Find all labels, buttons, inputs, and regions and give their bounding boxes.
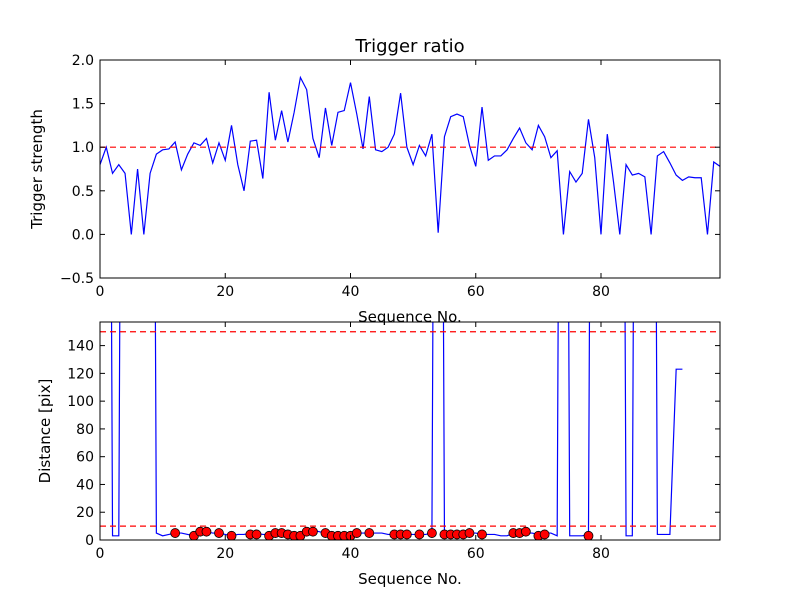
trigger-ratio-plot: Trigger ratio 0 20 40 60 80 −0.5 0.0 0.5 1.0 1.5 2… <box>28 36 721 326</box>
top-series-line <box>100 75 720 235</box>
top-xtick-label: 80 <box>592 284 610 300</box>
bottom-ytick-label: 80 <box>76 422 94 438</box>
bottom-marker <box>226 530 237 540</box>
bottom-marker <box>201 526 212 537</box>
chart-title: Trigger ratio <box>354 36 464 57</box>
top-xtick-label: 40 <box>342 284 360 300</box>
distance-plot: 0 20 40 60 80 0 20 40 60 80 100 120 140 Distance [pi… <box>36 321 721 588</box>
top-ytick-label: 1.5 <box>72 97 94 113</box>
top-ytick-label: 2.0 <box>72 53 94 69</box>
bottom-marker <box>251 529 262 540</box>
bottom-xtick-label: 80 <box>592 546 610 562</box>
top-ytick-label: −0.5 <box>60 271 94 287</box>
bottom-marker <box>351 528 362 538</box>
bottom-ylabel: Distance [pix] <box>36 379 54 484</box>
top-xtick-label: 20 <box>216 284 234 300</box>
bottom-marker <box>583 530 594 540</box>
bottom-ytick-label: 140 <box>67 339 94 355</box>
bottom-marker <box>464 528 475 538</box>
bottom-ytick-label: 20 <box>76 505 94 521</box>
bottom-xtick-label: 20 <box>216 546 234 562</box>
bottom-xlabel: Sequence No. <box>358 570 462 588</box>
top-xtick-label: 0 <box>96 284 105 300</box>
top-ytick-label: 0.0 <box>72 227 94 243</box>
bottom-ytick-label: 40 <box>76 477 94 493</box>
bottom-ytick-label: 120 <box>67 366 94 382</box>
bottom-ytick-label: 100 <box>67 394 94 410</box>
bottom-ytick-label: 60 <box>76 450 94 466</box>
top-ytick-label: 1.0 <box>72 140 94 156</box>
bottom-marker <box>401 529 412 540</box>
bottom-ytick-label: 0 <box>85 533 94 549</box>
bottom-xtick-label: 0 <box>96 546 105 562</box>
top-xtick-label: 60 <box>467 284 485 300</box>
top-axes-frame <box>99 59 721 279</box>
bottom-xtick-label: 60 <box>467 546 485 562</box>
bottom-axes-frame <box>99 321 721 541</box>
bottom-marker <box>364 528 375 538</box>
bottom-marker <box>414 529 425 540</box>
top-ylabel: Trigger strength <box>28 109 46 230</box>
bottom-xtick-label: 40 <box>342 546 360 562</box>
top-ytick-label: 0.5 <box>72 184 94 200</box>
bottom-marker <box>477 529 487 540</box>
bottom-marker <box>170 528 181 538</box>
bottom-marker <box>427 528 437 538</box>
bottom-marker <box>520 526 531 537</box>
bottom-marker <box>308 526 318 537</box>
bottom-marker <box>214 528 224 538</box>
bottom-marker <box>539 529 550 540</box>
